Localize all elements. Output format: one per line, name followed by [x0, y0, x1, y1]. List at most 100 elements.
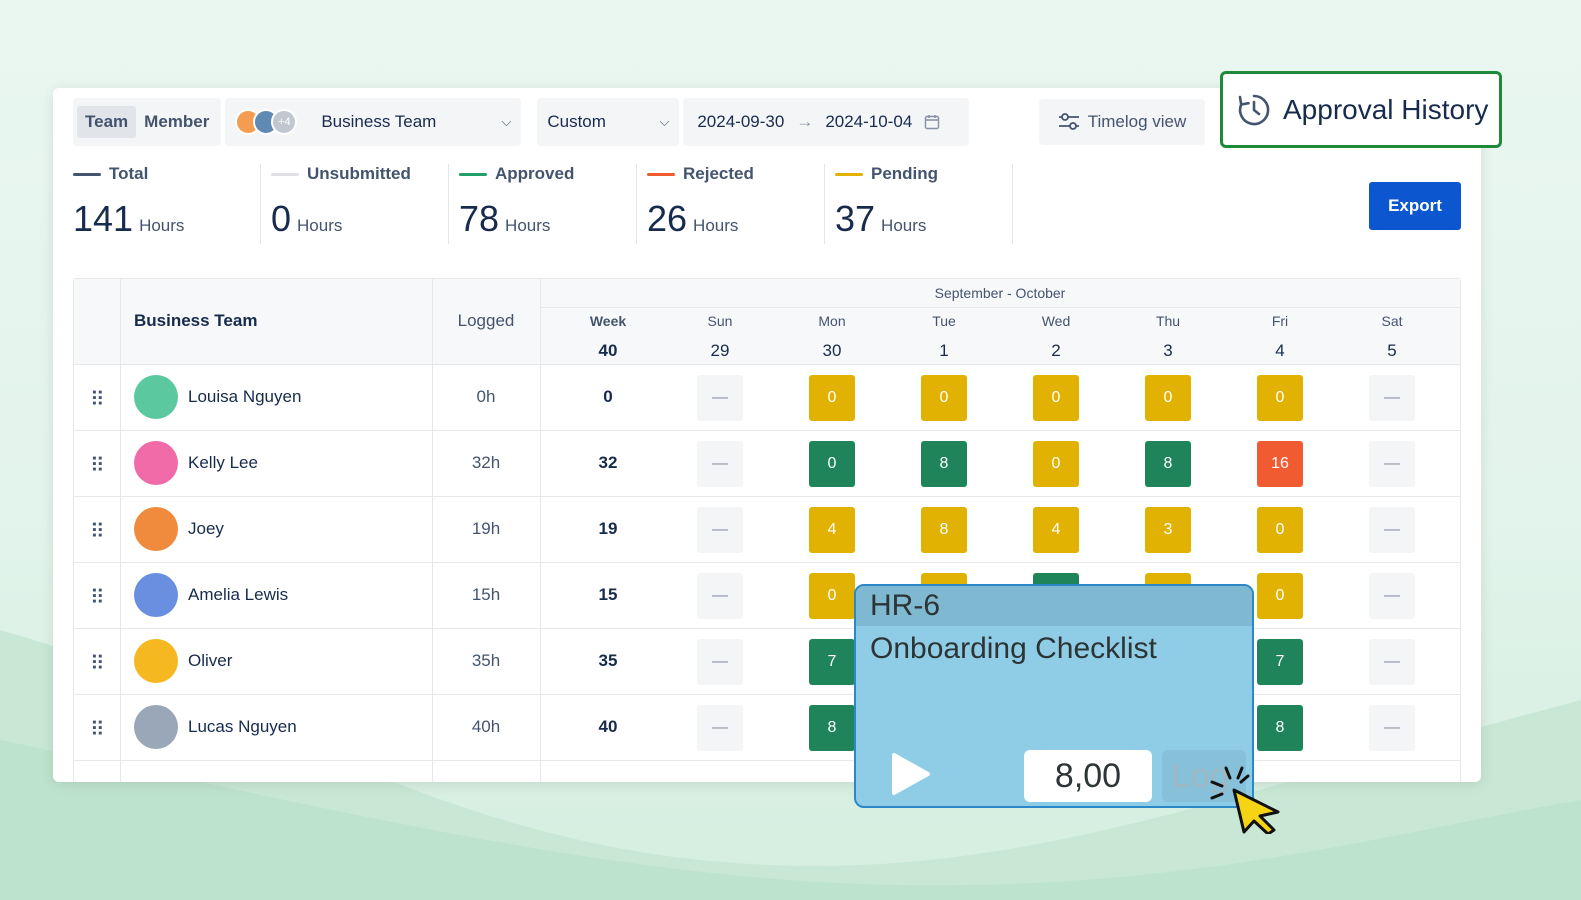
divider	[120, 279, 121, 782]
day-date: 2	[1051, 341, 1061, 360]
day-cell[interactable]: —	[697, 639, 743, 685]
legend-line	[647, 172, 675, 176]
day-name: Sun	[707, 313, 733, 329]
day-cell[interactable]: 0	[809, 375, 855, 421]
logged-column-header: Logged	[457, 311, 515, 330]
day-date: 30	[822, 341, 842, 360]
day-cell[interactable]: 0	[809, 441, 855, 487]
play-icon[interactable]	[890, 752, 932, 796]
divider	[540, 307, 1460, 308]
avatar	[134, 705, 178, 749]
day-cell[interactable]: 8	[921, 441, 967, 487]
day-cell[interactable]: —	[1369, 507, 1415, 553]
stat-unit: Hours	[505, 216, 551, 235]
approval-history-label: Approval History	[1283, 93, 1489, 125]
range-select[interactable]: Custom ⌵	[537, 98, 680, 146]
day-cell[interactable]: —	[1369, 573, 1415, 619]
day-column-header-fri: Fri 4	[1224, 313, 1336, 361]
day-cell[interactable]: 0	[921, 375, 967, 421]
calendar-icon	[925, 115, 940, 130]
day-cell[interactable]: 0	[1257, 375, 1303, 421]
day-cell[interactable]: 0	[1257, 573, 1303, 619]
drag-handle-icon[interactable]: ⠿	[90, 653, 105, 675]
day-cell[interactable]: 8	[1145, 441, 1191, 487]
day-name: Mon	[818, 313, 846, 329]
approval-history-button[interactable]: Approval History	[1220, 71, 1502, 148]
table-row: ⠿ Kelly Lee 32h 32 — 0 8 0 8 16 —	[74, 431, 1460, 497]
logged-hours: 32h	[471, 453, 501, 472]
logged-hours: 0h	[476, 387, 496, 406]
stat-value: 0	[271, 198, 292, 239]
view-member-option[interactable]: Member	[144, 112, 210, 131]
day-cell[interactable]: 0	[1033, 441, 1079, 487]
day-cell[interactable]: 4	[809, 507, 855, 553]
stat-unit: Hours	[881, 216, 927, 235]
week-column-header: Week 40	[552, 313, 664, 361]
day-cell[interactable]: —	[697, 375, 743, 421]
legend-line	[73, 172, 101, 176]
arrow-right-icon: →	[796, 112, 814, 131]
avatar	[134, 507, 178, 551]
team-column-header: Business Team	[134, 311, 258, 330]
drag-handle-icon[interactable]: ⠿	[90, 587, 105, 609]
date-start: 2024-09-30	[697, 112, 785, 131]
day-date: 4	[1275, 341, 1285, 360]
day-cell[interactable]: 8	[1257, 705, 1303, 751]
day-cell[interactable]: —	[1369, 639, 1415, 685]
week-total: 19	[598, 519, 618, 538]
log-button[interactable]: Log	[1162, 750, 1246, 802]
day-cell[interactable]: 4	[1033, 507, 1079, 553]
day-cell[interactable]: —	[697, 507, 743, 553]
day-cell[interactable]: 7	[809, 639, 855, 685]
day-cell[interactable]: 0	[809, 573, 855, 619]
drag-handle-icon[interactable]: ⠿	[90, 521, 105, 543]
view-team-option[interactable]: Team	[77, 106, 137, 138]
day-cell[interactable]: 8	[921, 507, 967, 553]
avatar	[134, 573, 178, 617]
day-name: Thu	[1155, 313, 1181, 329]
date-range-picker[interactable]: 2024-09-30 → 2024-10-04	[683, 98, 970, 146]
issue-title: Onboarding Checklist	[870, 632, 1157, 665]
member-name[interactable]: Lucas Nguyen	[188, 717, 297, 736]
drag-handle-icon[interactable]: ⠿	[90, 455, 105, 477]
week-total: 32	[598, 453, 618, 472]
table-row: ⠿ Joey 19h 19 — 4 8 4 3 0 —	[74, 497, 1460, 563]
stat-label: Pending	[871, 164, 939, 183]
day-cell[interactable]: 8	[809, 705, 855, 751]
logged-hours: 35h	[471, 651, 501, 670]
member-name[interactable]: Louisa Nguyen	[188, 387, 302, 406]
day-cell[interactable]: 3	[1145, 507, 1191, 553]
day-cell[interactable]: 0	[1033, 375, 1079, 421]
day-column-header-thu: Thu 3	[1112, 313, 1224, 361]
day-cell[interactable]: —	[1369, 441, 1415, 487]
day-cell[interactable]: —	[1369, 705, 1415, 751]
week-number: 40	[598, 341, 618, 360]
member-name[interactable]: Joey	[188, 519, 224, 538]
stat-unsubmitted: Unsubmitted 0 Hours	[261, 164, 449, 244]
stat-unit: Hours	[139, 216, 185, 235]
hours-input[interactable]: 8,00	[1024, 750, 1152, 802]
stat-value: 26	[647, 198, 688, 239]
member-name[interactable]: Oliver	[188, 651, 233, 670]
member-name[interactable]: Amelia Lewis	[188, 585, 289, 604]
team-select[interactable]: +4 Business Team ⌵	[225, 98, 522, 146]
timelog-view-button[interactable]: Timelog view	[1039, 99, 1205, 145]
day-cell[interactable]: —	[1369, 375, 1415, 421]
day-cell[interactable]: —	[697, 705, 743, 751]
drag-handle-icon[interactable]: ⠿	[90, 389, 105, 411]
stat-value: 78	[459, 198, 500, 239]
member-name[interactable]: Kelly Lee	[188, 453, 258, 472]
week-total: 35	[598, 651, 618, 670]
drag-handle-icon[interactable]: ⠿	[90, 719, 105, 741]
day-cell[interactable]: 0	[1145, 375, 1191, 421]
day-cell[interactable]: 0	[1257, 507, 1303, 553]
export-button[interactable]: Export	[1369, 182, 1461, 230]
day-cell[interactable]: 7	[1257, 639, 1303, 685]
day-cell[interactable]: —	[697, 573, 743, 619]
day-date: 3	[1163, 341, 1173, 360]
day-column-header-wed: Wed 2	[1000, 313, 1112, 361]
day-name: Sat	[1381, 313, 1403, 329]
day-cell[interactable]: —	[697, 441, 743, 487]
day-cell[interactable]: 16	[1257, 441, 1303, 487]
week-total: 0	[603, 387, 613, 406]
